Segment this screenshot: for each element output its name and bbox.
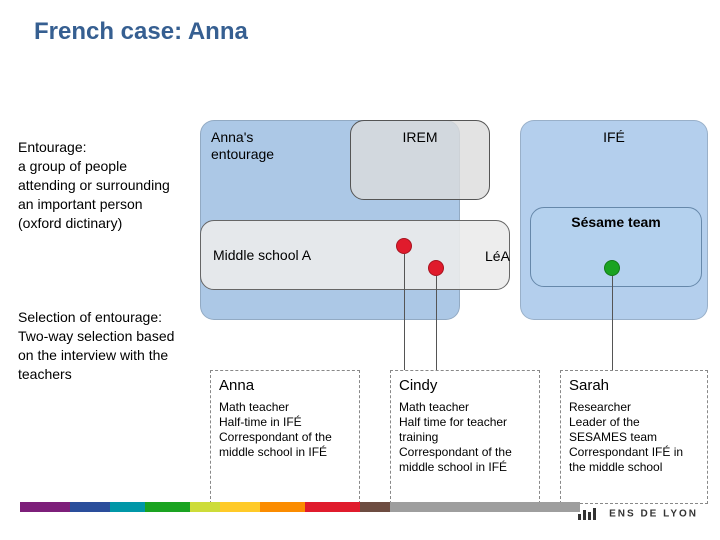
cindy-card: Cindy Math teacherHalf time for teacher … — [390, 370, 540, 504]
cindy-connector — [436, 276, 437, 370]
diagram-area: Anna'sentourage IFÉ IREM Sésame team Mid… — [200, 120, 710, 520]
anna-name: Anna — [219, 377, 351, 396]
selection-definition: Selection of entourage:Two-way selection… — [18, 308, 188, 384]
cindy-desc: Math teacherHalf time for teacher traini… — [399, 400, 531, 475]
page-title: French case: Anna — [34, 18, 248, 46]
ife-label: IFÉ — [603, 129, 625, 145]
anna-card: Anna Math teacherHalf-time in IFÉCorresp… — [210, 370, 360, 504]
footer-logo: ENS DE LYON — [578, 508, 698, 520]
lea-label: LéA — [485, 248, 510, 264]
anna-dot — [396, 238, 412, 254]
logo-bars-icon — [578, 508, 598, 520]
decorative-colorbar — [20, 502, 580, 512]
cindy-name: Cindy — [399, 377, 531, 396]
anna-connector — [404, 254, 405, 370]
sarah-card: Sarah ResearcherLeader of the SESAMES te… — [560, 370, 708, 504]
sesame-label: Sésame team — [571, 214, 661, 230]
sesame-box: Sésame team — [530, 207, 702, 287]
anna-desc: Math teacherHalf-time in IFÉCorrespondan… — [219, 400, 351, 460]
entourage-definition: Entourage:a group of people attending or… — [18, 138, 188, 232]
sarah-dot — [604, 260, 620, 276]
sarah-name: Sarah — [569, 377, 699, 396]
middle-school-label: Middle school A — [213, 247, 311, 263]
irem-label: IREM — [403, 129, 438, 145]
sarah-connector — [612, 276, 613, 370]
sarah-desc: ResearcherLeader of the SESAMES teamCorr… — [569, 400, 699, 475]
cindy-dot — [428, 260, 444, 276]
middle-school-box: Middle school A — [200, 220, 510, 290]
entourage-label: Anna'sentourage — [211, 129, 274, 163]
irem-box: IREM — [350, 120, 490, 200]
logo-text: ENS DE LYON — [609, 509, 698, 520]
